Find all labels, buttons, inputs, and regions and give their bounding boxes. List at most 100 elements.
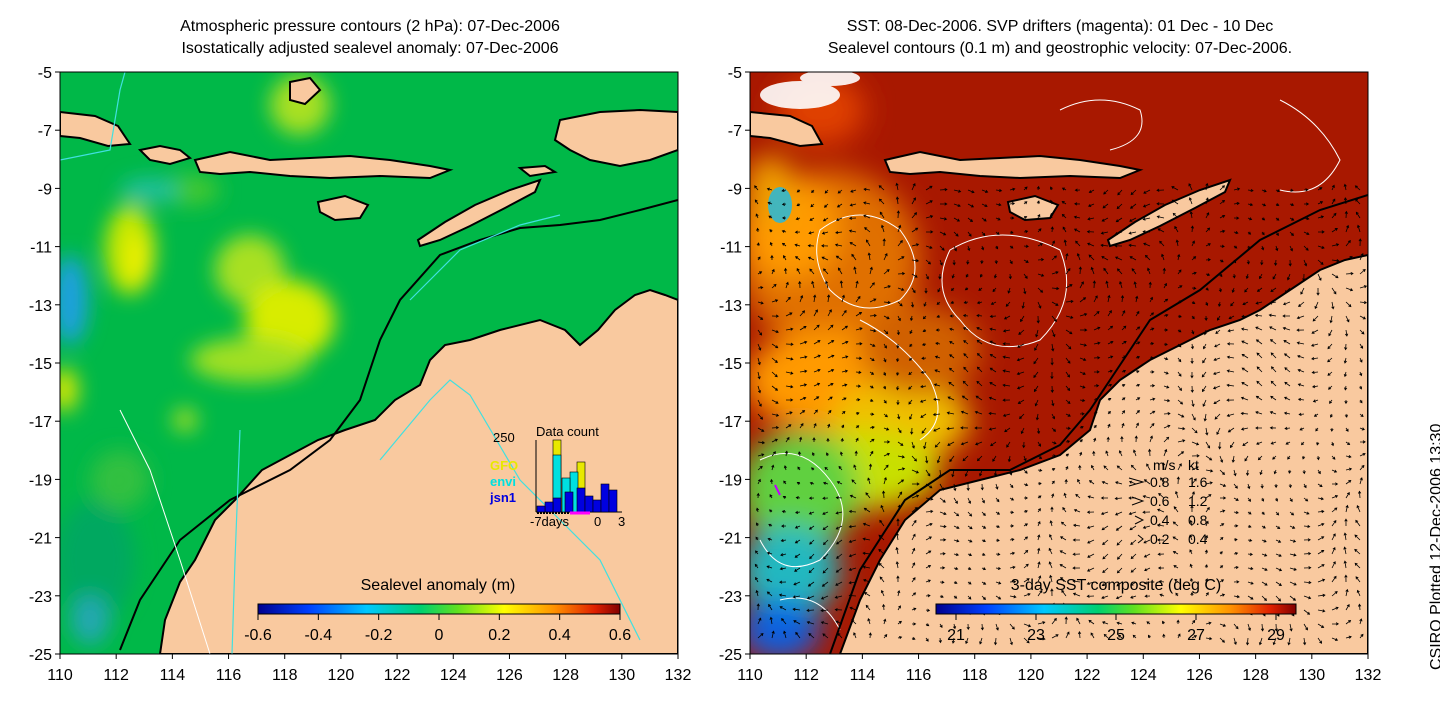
velocity-arrow [1065,299,1074,304]
velocity-arrow [1275,553,1282,557]
velocity-arrow [1157,566,1165,570]
velocity-arrow [1283,340,1291,345]
velocity-arrow [796,189,801,193]
left-y-tick-label: -15 [29,356,52,373]
velocity-arrow [981,552,986,556]
velocity-arrow [813,409,818,415]
velocity-arrow [1088,480,1095,485]
velocity-arrow [1050,588,1054,597]
velocity-arrow [1359,357,1363,363]
velocity-arrow [1156,523,1165,527]
velocity-arrow [813,309,818,317]
velocity-arrow [1357,603,1362,611]
velocity-arrow [1003,315,1011,320]
velocity-arrow [1247,511,1252,515]
velocity-arrow [768,603,773,611]
colorbar-tick-label: 0.2 [488,627,510,644]
velocity-arrow [925,608,931,612]
velocity-arrow [785,436,790,443]
velocity-arrow [1130,539,1137,545]
velocity-arrow [757,465,763,471]
right-x-tick-label: 130 [1298,667,1325,684]
velocity-arrow [953,189,962,193]
velocity-arrow [756,603,760,611]
velocity-arrow [1233,594,1240,599]
velocity-arrow [1268,313,1277,317]
velocity-arrow [841,325,849,331]
velocity-arrow [779,606,787,611]
velocity-arrow [1215,329,1221,334]
velocity-arrow [1135,383,1141,387]
velocity-arrow [1128,231,1137,235]
velocity-arrow [1020,427,1025,435]
velocity-arrow [939,483,944,491]
velocity-arrow [1191,286,1197,290]
velocity-arrow [989,367,997,373]
velocity-arrow [1359,618,1363,625]
velocity-arrow [865,604,871,611]
velocity-arrow [822,525,829,531]
velocity-arrow [897,315,901,322]
velocity-arrow [756,492,760,499]
velocity-arrow [1226,342,1235,346]
velocity-arrow [821,244,829,248]
velocity-arrow [1284,287,1291,294]
velocity-arrow [1160,477,1165,485]
velocity-arrow [1128,243,1137,247]
velocity-arrow [910,301,915,308]
velocity-arrow [1356,224,1361,233]
velocity-arrow [1051,427,1057,432]
velocity-arrow [1190,505,1194,513]
velocity-arrow [1231,287,1235,293]
velocity-arrow [911,441,915,449]
right-y-tick-label: -23 [719,589,742,606]
velocity-arrow [1065,329,1073,335]
velocity-arrow [1343,532,1347,541]
velocity-arrow [1148,448,1152,457]
velocity-arrow [1359,385,1363,390]
velocity-arrow [1205,301,1209,307]
velocity-arrow [1065,284,1073,289]
speed-legend-kt-value: 1.2 [1188,493,1208,509]
velocity-arrow [1345,491,1350,499]
velocity-arrow [1142,230,1151,234]
velocity-arrow [880,224,885,233]
velocity-arrow [1316,441,1320,446]
velocity-arrow [967,217,974,222]
velocity-arrow [995,483,999,490]
velocity-arrow [1022,441,1026,449]
velocity-arrow [1233,497,1239,501]
velocity-arrow [757,371,761,380]
velocity-arrow [869,425,875,430]
cloud-patches [760,72,860,223]
velocity-arrow [1285,441,1291,445]
velocity-arrow [883,343,887,349]
velocity-arrow [841,424,845,429]
velocity-arrow [1175,239,1179,247]
velocity-arrow [896,329,900,336]
velocity-arrow [1079,439,1083,443]
velocity-arrow [841,294,845,303]
velocity-arrow [1247,595,1254,600]
velocity-arrow [910,427,914,435]
velocity-arrow [948,381,955,387]
velocity-arrow [757,301,764,305]
velocity-arrow [895,182,899,191]
velocity-arrow [911,273,918,278]
velocity-arrow [1255,426,1263,430]
velocity-arrow [1009,483,1014,489]
velocity-arrow [1274,483,1278,489]
velocity-arrow [1130,581,1137,586]
velocity-arrow [880,589,885,597]
velocity-arrow [855,295,861,303]
velocity-arrow [1116,581,1123,587]
velocity-arrow [1072,523,1081,527]
velocity-arrow [784,450,789,457]
velocity-arrow [897,467,906,471]
velocity-arrow [767,537,773,541]
velocity-arrow [827,396,833,401]
velocity-arrow [1227,329,1235,333]
left-x-tick-label: 130 [608,667,635,684]
velocity-arrow [966,623,970,631]
velocity-arrow [796,267,801,275]
